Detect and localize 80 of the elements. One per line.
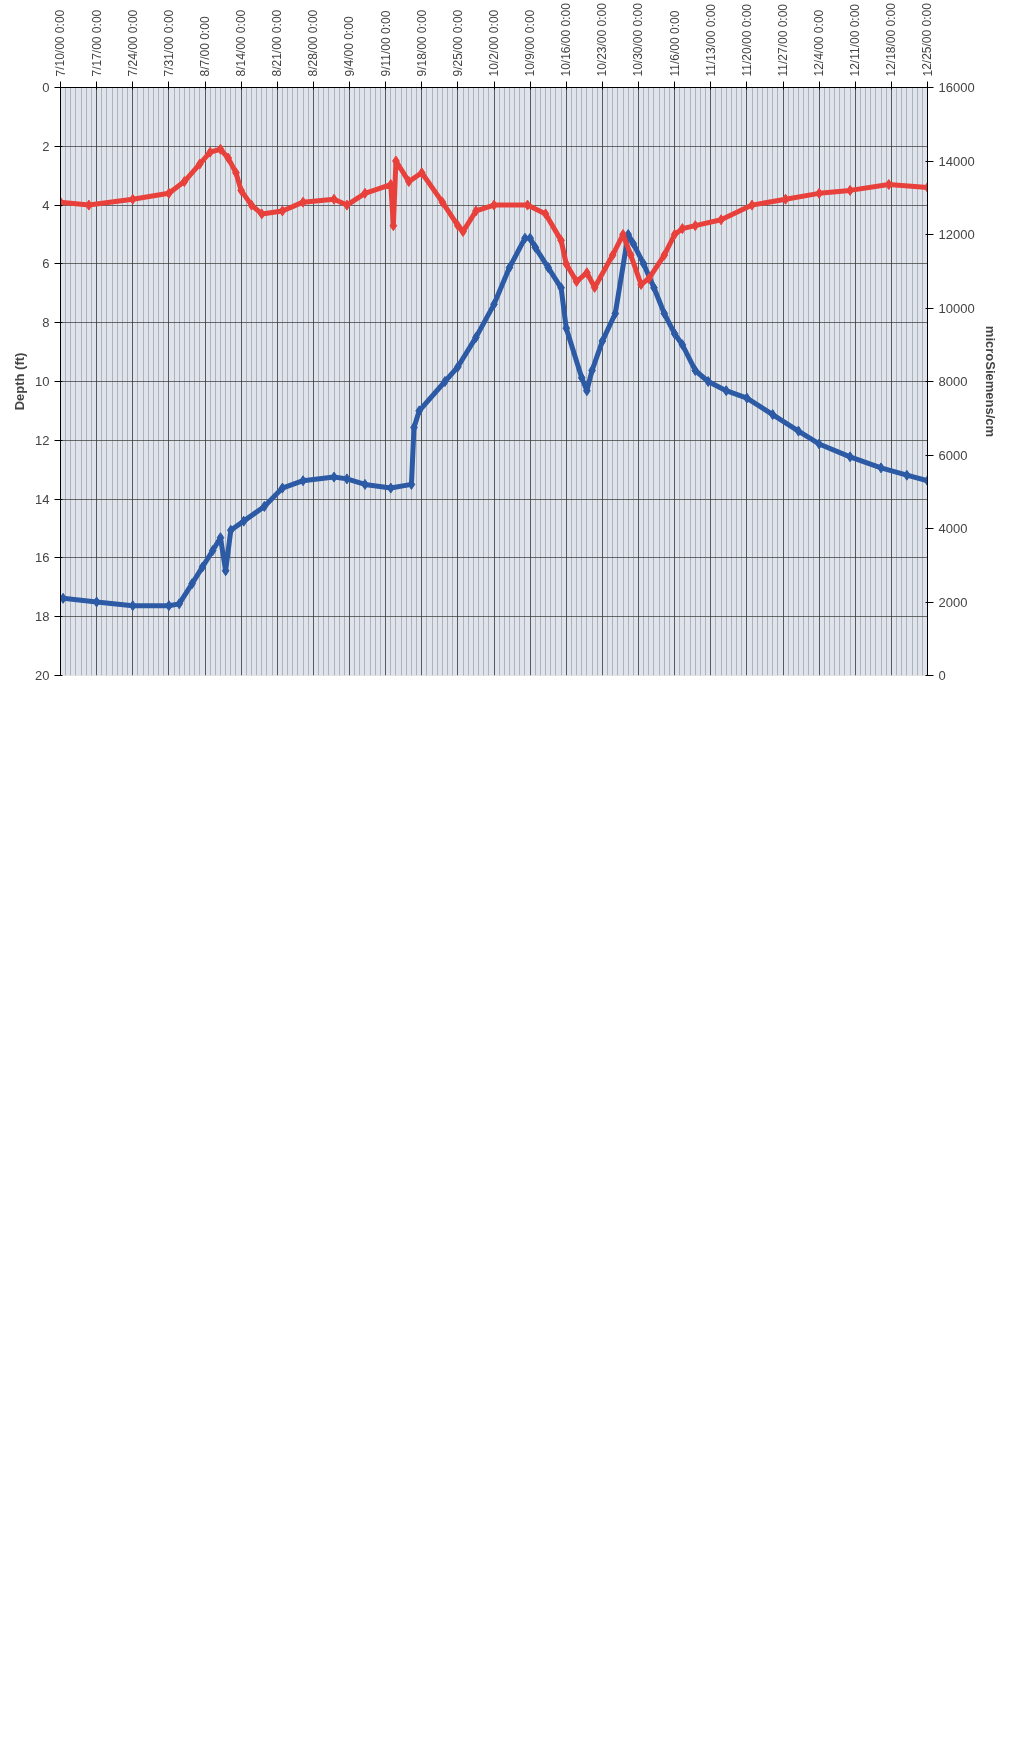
point [180,176,189,188]
y-tick-label: 16 [35,550,50,566]
x-tick-label: 8/21/00 0:00 [270,9,285,77]
y2-tick-label: 4000 [938,521,968,536]
point [704,376,712,387]
point [660,249,669,261]
point [644,273,653,285]
point [417,167,426,179]
point [629,238,638,250]
point [278,482,287,494]
x-tick-label: 11/6/00 0:00 [667,10,682,77]
x-tick-label: 11/20/00 0:00 [739,3,754,77]
y2-tick-label: 12000 [938,227,975,242]
y2-tick-label: 2000 [938,594,968,610]
y2-tick-label: 16000 [938,80,975,95]
point [247,199,256,211]
point [598,335,607,347]
x-tick-label: 10/16/00 0:00 [559,2,574,77]
point [794,425,803,437]
x-tick-label: 10/2/00 0:00 [487,9,501,77]
y-tick-label: 10 [35,374,50,389]
y-tick-label: 8 [42,315,50,331]
x-tick-label: 10/9/00 0:00 [523,9,538,77]
point [544,262,553,274]
point [670,229,679,240]
y-tick-label: 12 [35,432,50,448]
x-tick-label: 12/4/00 0:00 [812,9,827,77]
point [691,364,700,376]
point [572,276,581,288]
x-tick-label: 9/25/00 0:00 [450,9,465,77]
point [239,515,248,527]
point [670,328,679,340]
point [216,143,225,155]
y-tick-label: 14 [35,491,50,507]
y2-tick-label: 6000 [938,447,968,463]
point [441,376,449,387]
point [224,152,233,164]
point [639,258,648,270]
y2-tick-label: 14000 [938,153,975,169]
point [768,409,777,421]
x-tick-label: 9/18/00 0:00 [414,9,429,77]
x-tick-label: 8/7/00 0:00 [198,16,212,77]
y-tick-label: 4 [42,197,50,213]
y-tick-label: 2 [42,138,50,154]
y-tick-label: 0 [42,80,50,95]
point [175,598,184,610]
x-tick-label: 11/27/00 0:00 [776,3,790,77]
point [541,208,550,220]
x-tick-label: 8/28/00 0:00 [306,9,321,77]
x-tick-label: 12/25/00 0:00 [920,2,935,77]
point [660,308,669,320]
y2-tick-label: 8000 [938,374,968,389]
x-tick-label: 7/10/00 0:00 [53,9,68,77]
x-tick-label: 12/18/00 0:00 [884,2,899,77]
x-tick-label: 9/11/00 0:00 [378,10,393,77]
point [608,249,617,261]
point [626,249,635,261]
point [722,385,731,397]
x-tick-label: 10/23/00 0:00 [595,2,610,77]
x-tick-label: 11/13/00 0:00 [703,3,718,77]
point [198,561,207,573]
y2-tick-label: 10000 [938,300,975,316]
point [208,545,217,557]
x-tick-label: 9/4/00 0:00 [342,16,357,77]
point [260,500,269,512]
y-tick-label: 20 [35,668,50,683]
y-tick-label: 6 [42,256,50,272]
y-axis-title: Depth (ft) [12,352,28,411]
x-tick-label: 8/14/00 0:00 [234,9,249,77]
y2-axis-title: microSiemens/cm [982,325,998,438]
y2-tick-label: 0 [938,668,946,683]
point [531,241,540,253]
x-tick-label: 7/31/00 0:00 [161,9,176,77]
y-tick-label: 18 [35,609,50,625]
point [438,196,447,208]
point [678,339,687,351]
x-tick-label: 12/11/00 0:00 [848,3,863,77]
x-tick-label: 7/17/00 0:00 [89,9,104,77]
x-tick-label: 7/24/00 0:00 [125,9,140,77]
x-tick-label: 10/30/00 0:00 [631,2,646,77]
